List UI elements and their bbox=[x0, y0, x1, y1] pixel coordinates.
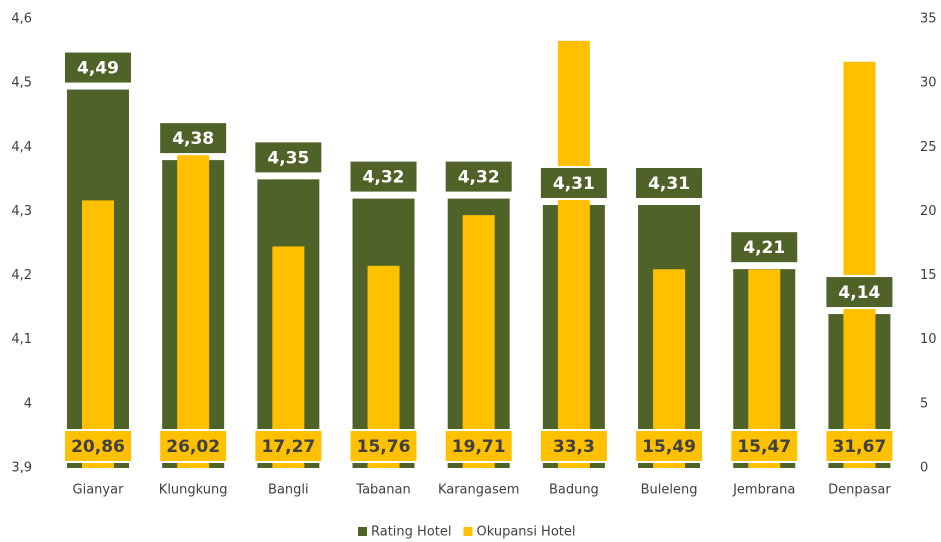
y2-tick-label: 5 bbox=[920, 396, 928, 411]
bar bbox=[557, 40, 590, 469]
value-label-box bbox=[729, 230, 800, 265]
legend-swatch bbox=[358, 527, 367, 536]
x-tick-label: Buleleng bbox=[641, 483, 698, 498]
value-label: 4,32 bbox=[458, 168, 500, 188]
x-tick-label: Tabanan bbox=[355, 483, 410, 498]
legend-label: Okupansi Hotel bbox=[476, 525, 575, 540]
x-tick-label: Denpasar bbox=[828, 483, 891, 498]
value-label-box bbox=[634, 166, 705, 201]
value-label-box bbox=[62, 50, 133, 85]
value-label-box bbox=[158, 121, 229, 156]
value-label-box bbox=[253, 429, 324, 463]
value-label: 19,71 bbox=[452, 437, 506, 457]
y-tick-label: 4,5 bbox=[11, 76, 32, 91]
value-label-box bbox=[538, 166, 609, 201]
x-tick-label: Karangasem bbox=[438, 483, 519, 498]
bar bbox=[81, 200, 114, 468]
value-label: 31,67 bbox=[833, 437, 887, 457]
legend-swatch bbox=[463, 527, 473, 536]
value-label: 15,76 bbox=[357, 437, 411, 457]
bar bbox=[462, 215, 495, 468]
y2-tick-label: 30 bbox=[920, 76, 937, 91]
value-label: 20,86 bbox=[71, 437, 125, 457]
value-label-box bbox=[62, 429, 133, 463]
value-label: 15,49 bbox=[642, 437, 696, 457]
value-label-box bbox=[158, 429, 229, 463]
x-tick-label: Bangli bbox=[268, 483, 309, 498]
x-tick-label: Badung bbox=[549, 483, 599, 498]
y-tick-label: 4,3 bbox=[11, 204, 32, 219]
legend-label: Rating Hotel bbox=[371, 525, 451, 540]
y-tick-label: 4,1 bbox=[11, 332, 32, 347]
y2-tick-label: 20 bbox=[920, 204, 937, 219]
value-label: 4,31 bbox=[553, 174, 595, 194]
value-label-box bbox=[348, 159, 419, 194]
y-tick-label: 4,4 bbox=[11, 140, 32, 155]
value-label: 4,32 bbox=[363, 168, 405, 188]
y2-tick-label: 10 bbox=[920, 332, 937, 347]
y-tick-label: 4 bbox=[24, 396, 32, 411]
y2-tick-label: 0 bbox=[920, 461, 928, 476]
bar bbox=[843, 61, 876, 468]
y-tick-label: 4,6 bbox=[11, 12, 32, 27]
value-label-box bbox=[634, 429, 705, 463]
value-label-box bbox=[443, 159, 514, 194]
x-tick-label: Jembrana bbox=[732, 483, 795, 498]
value-label-box bbox=[824, 429, 895, 463]
value-label: 15,47 bbox=[737, 437, 791, 457]
value-label-box bbox=[729, 429, 800, 463]
value-label: 4,14 bbox=[838, 283, 880, 303]
value-label-box bbox=[348, 429, 419, 463]
bar bbox=[177, 134, 210, 469]
value-label: 26,02 bbox=[166, 437, 220, 457]
value-label: 33,3 bbox=[553, 437, 595, 457]
value-label-box bbox=[253, 140, 324, 175]
y-tick-label: 4,2 bbox=[11, 268, 32, 283]
value-label: 4,35 bbox=[267, 148, 309, 168]
x-tick-label: Gianyar bbox=[73, 483, 125, 498]
value-label-box bbox=[443, 429, 514, 463]
y2-tick-label: 35 bbox=[920, 12, 937, 27]
y2-tick-label: 15 bbox=[920, 268, 937, 283]
value-label: 4,49 bbox=[77, 59, 119, 79]
value-label-box bbox=[824, 275, 895, 310]
value-label: 4,31 bbox=[648, 174, 690, 194]
y-tick-label: 3,9 bbox=[11, 461, 32, 476]
value-label: 17,27 bbox=[261, 437, 315, 457]
value-label-box bbox=[538, 429, 609, 463]
y2-tick-label: 25 bbox=[920, 140, 937, 155]
x-tick-label: Klungkung bbox=[159, 483, 228, 498]
value-label: 4,21 bbox=[743, 238, 785, 258]
value-label: 4,38 bbox=[172, 129, 214, 149]
